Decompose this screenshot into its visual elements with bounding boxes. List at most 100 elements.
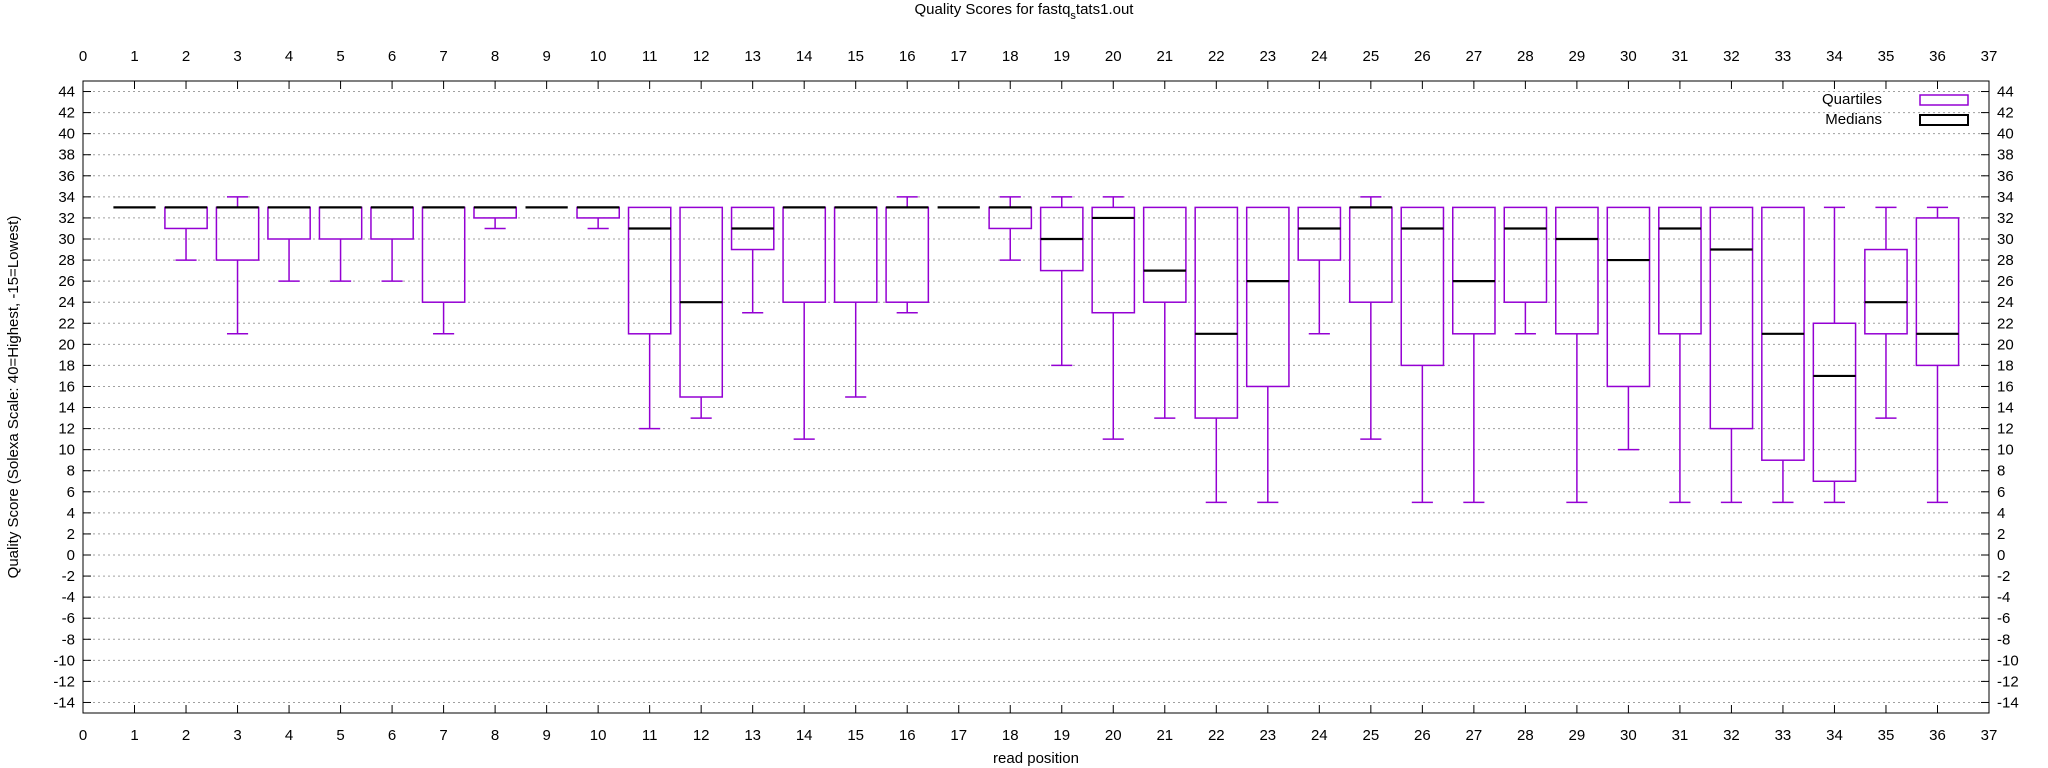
quartile-box [421, 206, 466, 303]
quartile-box [1245, 206, 1290, 388]
quartile-box [164, 206, 208, 230]
x-tick-label-top: 7 [439, 48, 447, 65]
x-tick-label-top: 14 [796, 48, 813, 65]
y-tick-label-right: 12 [1997, 421, 2014, 438]
box-plot-15 [833, 206, 878, 398]
box-plot-11 [627, 206, 672, 430]
y-tick-label-left: -4 [62, 589, 75, 606]
x-tick-label-top: 6 [388, 48, 396, 65]
quartile-box [1555, 206, 1599, 335]
y-tick-label-right: 2 [1997, 526, 2005, 543]
x-tick-label-bottom: 10 [590, 727, 607, 744]
y-tick-label-left: 38 [58, 147, 75, 164]
x-tick-label-top: 5 [336, 48, 344, 65]
x-tick-label-bottom: 33 [1775, 727, 1792, 744]
x-tick-label-top: 29 [1569, 48, 1586, 65]
quartile-box [885, 206, 930, 303]
x-tick-label-bottom: 19 [1053, 727, 1070, 744]
y-tick-label-right: 10 [1997, 442, 2014, 459]
y-tick-label-right: -2 [1997, 568, 2010, 585]
box-plot-7 [421, 206, 466, 335]
x-tick-label-bottom: 18 [1002, 727, 1019, 744]
box-plot-8 [473, 206, 517, 230]
y-tick-label-right: 36 [1997, 168, 2014, 185]
y-tick-label-right: 16 [1997, 378, 2014, 395]
box-plot-36 [1915, 206, 1960, 504]
y-tick-label-right: 38 [1997, 147, 2014, 164]
y-tick-label-right: 14 [1997, 400, 2014, 417]
x-tick-label-bottom: 8 [491, 727, 499, 744]
x-tick-label-top: 8 [491, 48, 499, 65]
y-tick-label-left: -6 [62, 610, 75, 627]
box-plot-12 [679, 206, 724, 419]
x-tick-label-top: 33 [1775, 48, 1792, 65]
quartile-box [1503, 206, 1548, 303]
x-tick-label-bottom: 6 [388, 727, 396, 744]
x-tick-label-top: 18 [1002, 48, 1019, 65]
y-tick-label-right: -4 [1997, 589, 2010, 606]
axis-ticks: -14 -14-12 -12-10 -10-8 -8-6 -6-4 -4-2 -20 02 24 4… [53, 48, 2018, 744]
box-plot-24 [1297, 206, 1342, 335]
x-tick-label-bottom: 22 [1208, 727, 1225, 744]
x-tick-label-bottom: 27 [1466, 727, 1483, 744]
y-tick-label-left: 0 [67, 547, 75, 564]
x-tick-label-top: 37 [1981, 48, 1998, 65]
x-tick-label-top: 23 [1259, 48, 1276, 65]
x-tick-label-bottom: 11 [642, 727, 658, 744]
y-tick-label-left: 40 [58, 126, 75, 143]
quartile-box [1915, 217, 1960, 367]
box-plot-35 [1864, 206, 1908, 419]
chart-title: Quality Scores for fastqstats1.out [915, 1, 1135, 22]
x-axis-label: read position [993, 750, 1079, 767]
y-tick-label-right: 26 [1997, 273, 2014, 290]
x-tick-label-bottom: 28 [1517, 727, 1534, 744]
x-tick-label-bottom: 37 [1981, 727, 1998, 744]
y-tick-label-right: 6 [1997, 484, 2005, 501]
x-tick-label-bottom: 36 [1929, 727, 1946, 744]
quartile-box [1606, 206, 1651, 388]
x-tick-label-bottom: 25 [1362, 727, 1379, 744]
x-tick-label-top: 26 [1414, 48, 1431, 65]
y-tick-label-right: 0 [1997, 547, 2005, 564]
quartile-box [1297, 206, 1342, 261]
x-tick-label-top: 28 [1517, 48, 1534, 65]
y-tick-label-left: 44 [58, 84, 75, 101]
x-tick-label-top: 10 [590, 48, 607, 65]
x-tick-label-top: 1 [130, 48, 138, 65]
x-tick-label-top: 27 [1466, 48, 1483, 65]
box-plot-21 [1142, 206, 1187, 419]
x-tick-label-bottom: 20 [1105, 727, 1122, 744]
x-tick-label-bottom: 9 [542, 727, 550, 744]
y-tick-label-right: 22 [1997, 315, 2014, 332]
y-tick-label-left: 6 [67, 484, 75, 501]
y-tick-label-right: 24 [1997, 294, 2014, 311]
y-tick-label-right: -14 [1997, 694, 2019, 711]
x-tick-label-bottom: 35 [1878, 727, 1895, 744]
quartile-box [1194, 206, 1239, 419]
quartile-box [576, 206, 621, 219]
box-plot-31 [1658, 206, 1702, 504]
x-tick-label-top: 21 [1156, 48, 1173, 65]
chart-title-rest: tats1.out [1076, 1, 1134, 18]
x-tick-label-top: 19 [1053, 48, 1070, 65]
box-plot-18 [988, 196, 1033, 261]
box-plot-27 [1451, 206, 1496, 504]
y-tick-label-left: -10 [53, 652, 75, 669]
box-plot-26 [1400, 206, 1445, 504]
x-tick-label-top: 0 [79, 48, 87, 65]
legend-swatch-quartiles [1919, 94, 1969, 106]
x-tick-label-top: 11 [642, 48, 658, 65]
quartile-box [473, 206, 517, 219]
x-tick-label-top: 34 [1826, 48, 1843, 65]
x-tick-label-top: 16 [899, 48, 916, 65]
x-tick-label-top: 20 [1105, 48, 1122, 65]
x-tick-label-bottom: 14 [796, 727, 813, 744]
y-tick-label-left: 10 [58, 442, 75, 459]
box-plot-2 [164, 206, 208, 261]
y-tick-label-left: 26 [58, 273, 75, 290]
y-tick-label-left: 12 [58, 421, 75, 438]
chart-title-subscript: s [1070, 10, 1076, 22]
y-tick-label-right: 8 [1997, 463, 2005, 480]
y-tick-label-left: 24 [58, 294, 75, 311]
box-plot-23 [1245, 206, 1290, 504]
